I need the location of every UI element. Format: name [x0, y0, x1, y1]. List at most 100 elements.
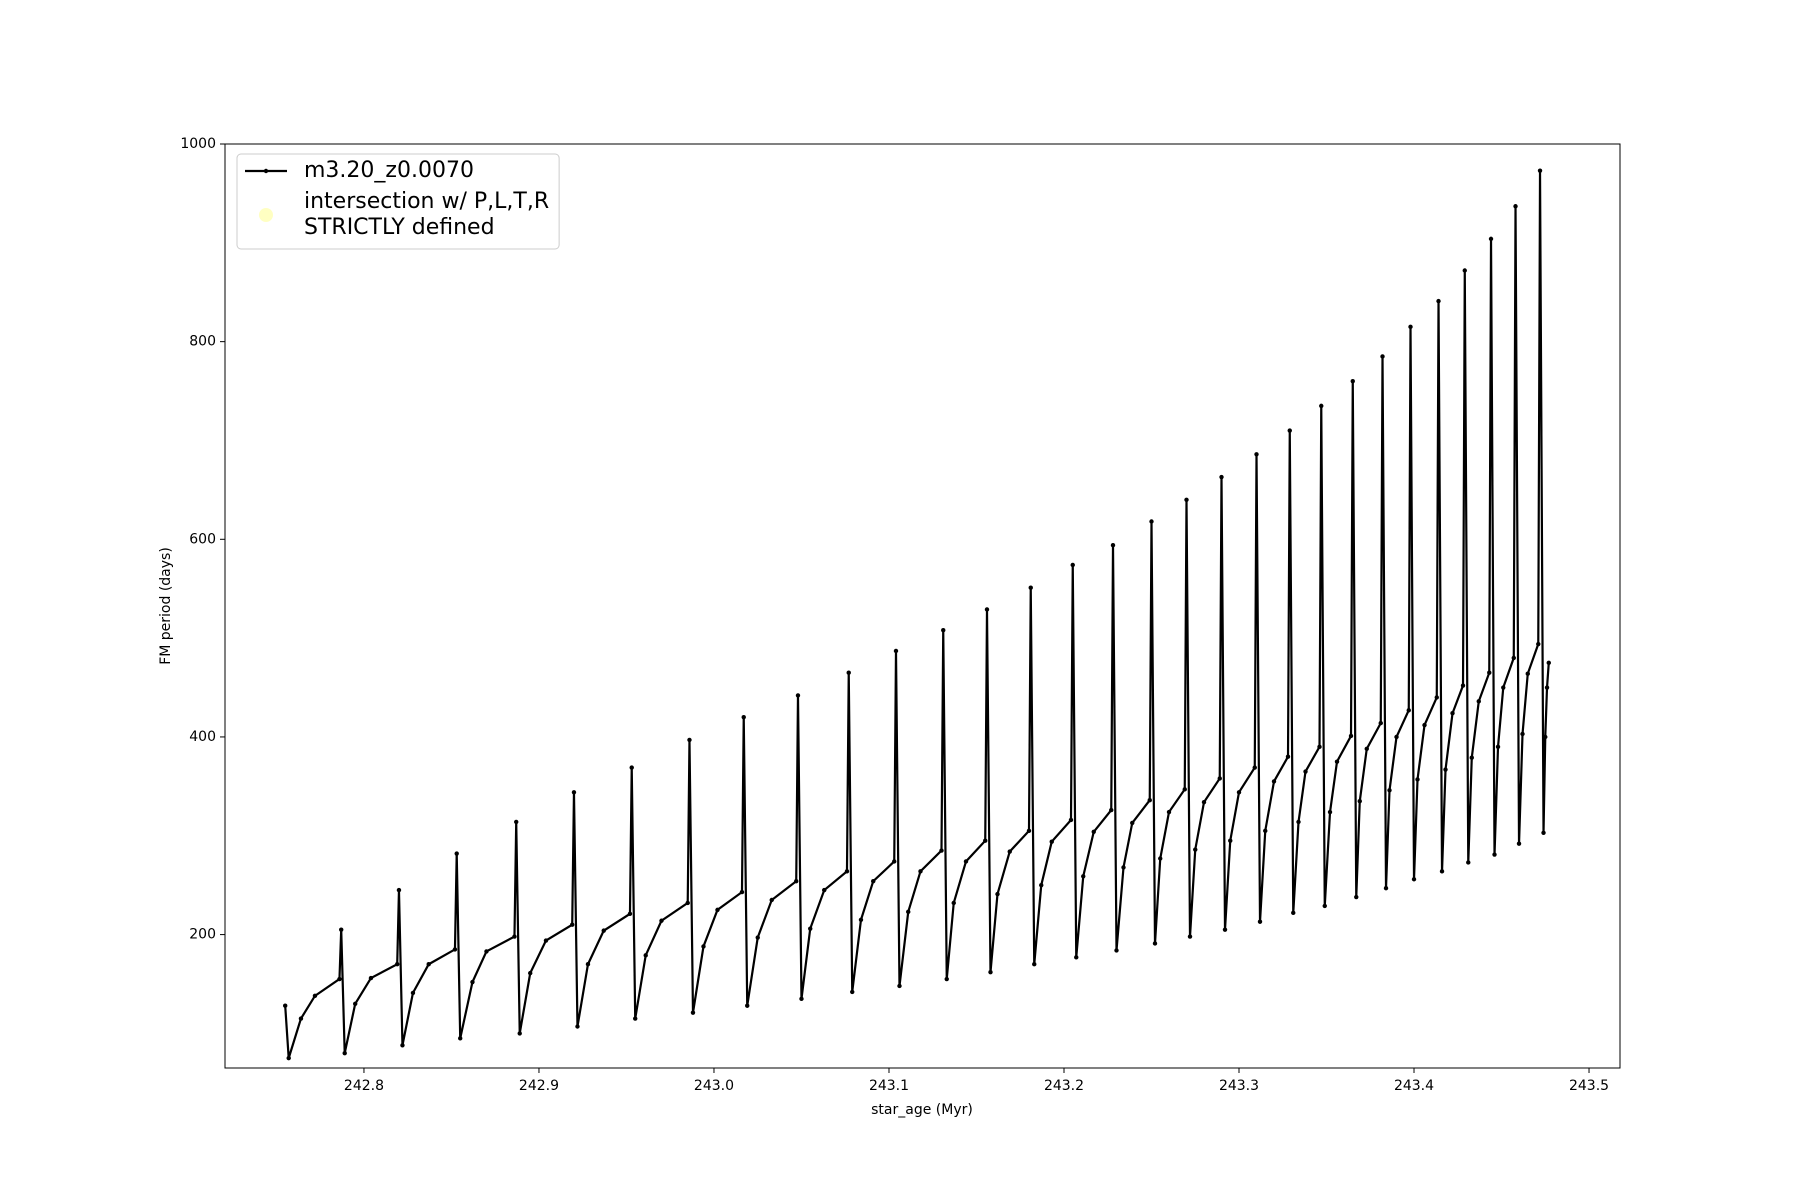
point	[1450, 711, 1455, 716]
point	[988, 969, 993, 975]
point	[1354, 894, 1359, 900]
point	[1184, 497, 1189, 502]
point	[984, 607, 990, 612]
point	[312, 993, 318, 999]
point	[741, 714, 746, 720]
point	[1149, 519, 1154, 524]
point	[1476, 699, 1481, 704]
point	[1319, 403, 1324, 409]
point	[893, 648, 899, 654]
point	[951, 900, 956, 906]
point	[1543, 734, 1548, 740]
point	[1317, 744, 1322, 750]
point	[1544, 685, 1550, 690]
point	[755, 935, 760, 940]
point	[1074, 955, 1079, 960]
point	[1091, 829, 1096, 835]
point	[575, 1024, 580, 1029]
point	[1193, 847, 1198, 852]
point	[470, 979, 475, 985]
point	[1520, 731, 1525, 737]
legend-marker	[263, 168, 269, 174]
point	[1334, 759, 1340, 764]
point	[892, 859, 897, 864]
point	[368, 975, 374, 981]
point	[918, 869, 923, 874]
point	[941, 628, 946, 633]
point	[1394, 734, 1399, 740]
point	[1406, 708, 1411, 713]
point	[339, 927, 344, 932]
point	[1350, 378, 1355, 384]
point	[769, 897, 774, 903]
legend: m3.20_z0.0070 intersection w/ P,L,T,R STRI…	[236, 153, 560, 250]
legend-label: intersection w/ P,L,T,R STRICTLY defined	[304, 189, 549, 240]
point	[517, 1031, 522, 1036]
point	[514, 819, 519, 825]
point	[528, 970, 533, 976]
point	[1525, 671, 1530, 676]
point	[571, 790, 577, 795]
point	[1236, 790, 1242, 795]
point	[452, 947, 458, 952]
point	[1348, 733, 1354, 739]
point	[983, 838, 988, 843]
point	[808, 926, 813, 931]
point	[1110, 543, 1116, 548]
point	[1546, 660, 1551, 666]
point	[1068, 817, 1074, 823]
y-axis-label: FM period (days)	[158, 547, 174, 665]
point	[1263, 828, 1268, 834]
plot-frame	[224, 143, 1621, 1069]
point	[1488, 236, 1494, 242]
point	[337, 976, 342, 982]
point	[1217, 776, 1222, 781]
point	[1378, 720, 1383, 726]
legend-label: m3.20_z0.0070	[304, 158, 474, 183]
point	[400, 1043, 405, 1048]
point	[963, 859, 969, 864]
point	[454, 851, 459, 856]
point	[1327, 809, 1333, 815]
point	[298, 1016, 304, 1021]
point	[410, 990, 416, 996]
point	[1408, 324, 1413, 330]
x-tick-label: 242.9	[519, 1078, 559, 1094]
point	[685, 900, 690, 906]
point	[1166, 809, 1172, 815]
x-tick-label: 243.3	[1219, 1078, 1259, 1094]
y-tick-label: 800	[189, 334, 216, 350]
point	[1436, 298, 1441, 304]
point	[1434, 695, 1439, 700]
point	[426, 962, 431, 967]
legend-marker	[259, 208, 273, 222]
point	[944, 976, 949, 982]
point	[1501, 685, 1506, 690]
point	[1383, 885, 1389, 891]
point	[1513, 204, 1518, 209]
point	[1469, 755, 1474, 760]
point	[353, 1001, 358, 1006]
point	[1228, 838, 1233, 843]
point	[1460, 683, 1466, 688]
point	[715, 907, 720, 913]
point	[871, 879, 876, 884]
point	[822, 887, 827, 893]
point	[1147, 797, 1152, 803]
y-tick-label: 400	[189, 729, 216, 745]
legend-box	[236, 153, 560, 250]
point	[1070, 562, 1075, 568]
point	[897, 983, 902, 989]
point	[1285, 754, 1291, 759]
point	[1109, 807, 1114, 813]
point	[1114, 948, 1119, 953]
y-tick-label: 600	[189, 531, 216, 547]
point	[1257, 919, 1263, 924]
point	[1411, 877, 1417, 882]
point	[687, 737, 692, 743]
point	[844, 869, 850, 874]
point	[1466, 860, 1471, 865]
point	[1357, 798, 1362, 804]
point	[1536, 641, 1541, 647]
